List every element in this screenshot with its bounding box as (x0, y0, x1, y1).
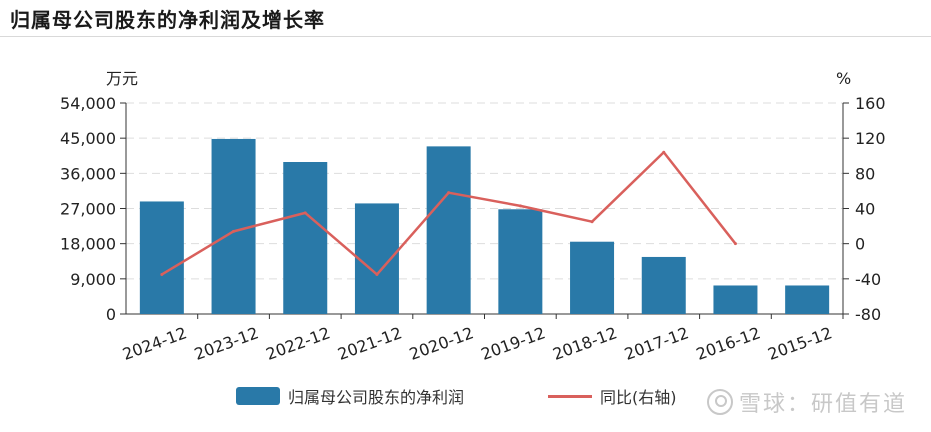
bar (641, 256, 686, 314)
x-tick-label: 2016-12 (694, 323, 763, 364)
growth-point (375, 272, 379, 276)
bar (426, 146, 471, 314)
bar (570, 241, 615, 314)
legend-bar-label: 归属母公司股东的净利润 (288, 388, 465, 407)
growth-point (518, 204, 522, 208)
right-tick-label: -80 (855, 305, 881, 324)
legend-bar-swatch (236, 387, 280, 405)
chart-header: 归属母公司股东的净利润及增长率 (0, 0, 931, 37)
right-tick-label: 160 (855, 94, 886, 113)
snowball-logo-icon (706, 389, 733, 415)
watermark-text: 雪球：研值有道 (738, 392, 907, 417)
growth-point (662, 150, 666, 154)
x-tick-label: 2015-12 (765, 323, 834, 364)
bar (498, 209, 543, 314)
chart-canvas: 0 9,000 18,000 27,000 36,000 45,000 54,000 -80 -… (60, 69, 886, 364)
left-tick-label: 27,000 (60, 200, 116, 219)
growth-point (447, 191, 451, 195)
bar (713, 285, 758, 314)
left-tick-label: 9,000 (70, 270, 116, 289)
right-axis-unit: % (836, 69, 851, 88)
right-tick-label: 120 (855, 129, 886, 148)
legend-item-line[interactable]: 同比(右轴) (548, 384, 677, 408)
x-tick-label: 2018-12 (550, 323, 619, 364)
right-tick-label: 0 (855, 235, 865, 254)
left-tick-label: 0 (106, 305, 116, 324)
bar (283, 162, 328, 314)
legend-line-label: 同比(右轴) (600, 388, 677, 407)
right-tick-label: 80 (855, 164, 875, 183)
x-tick-label: 2017-12 (622, 323, 691, 364)
watermark: 雪球：研值有道 (706, 386, 907, 418)
legend-item-bar[interactable]: 归属母公司股东的净利润 (236, 384, 464, 408)
left-axis-unit: 万元 (106, 69, 138, 88)
growth-point (160, 272, 164, 276)
left-tick-label: 45,000 (60, 129, 116, 148)
legend-line-swatch (548, 394, 592, 398)
left-tick-label: 18,000 (60, 235, 116, 254)
growth-point (303, 211, 307, 215)
x-tick-label: 2019-12 (478, 323, 547, 364)
growth-point (232, 229, 236, 233)
growth-point (590, 220, 594, 224)
bar (785, 285, 830, 314)
chart-title: 归属母公司股东的净利润及增长率 (10, 8, 325, 32)
x-tick-label: 2020-12 (407, 323, 476, 364)
x-tick-label: 2022-12 (263, 323, 332, 364)
chart-legend: 归属母公司股东的净利润 同比(右轴) (0, 384, 931, 414)
x-tick-label: 2023-12 (192, 323, 261, 364)
bar (139, 201, 184, 314)
right-tick-label: -40 (855, 270, 881, 289)
left-tick-label: 36,000 (60, 164, 116, 183)
left-tick-label: 54,000 (60, 94, 116, 113)
x-tick-label: 2021-12 (335, 323, 404, 364)
growth-point (733, 242, 737, 246)
x-tick-label: 2024-12 (120, 323, 189, 364)
right-tick-label: 40 (855, 200, 875, 219)
